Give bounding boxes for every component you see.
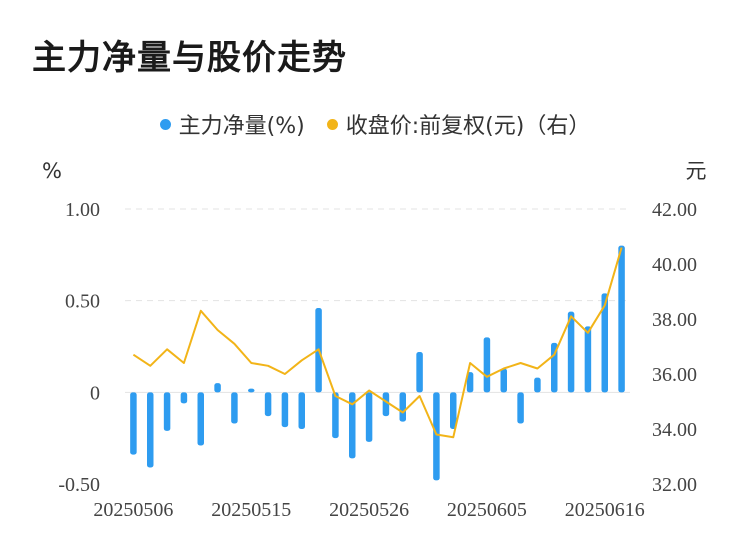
bar <box>517 392 524 424</box>
bar <box>214 383 221 393</box>
bar <box>483 337 491 393</box>
x-tick-label: 20250526 <box>329 499 409 521</box>
left-unit-label: % <box>42 159 62 183</box>
bar <box>500 368 507 393</box>
bar <box>298 392 305 429</box>
bar <box>433 392 440 481</box>
bar <box>332 392 339 439</box>
bar <box>584 326 592 393</box>
bar <box>618 245 625 393</box>
right-tick-label: 38.00 <box>652 309 697 331</box>
right-tick-label: 32.00 <box>652 474 697 496</box>
x-tick-label: 20250515 <box>211 499 291 521</box>
legend-marker-bar <box>159 118 171 130</box>
bar <box>163 392 171 431</box>
x-tick-label: 20250605 <box>447 499 527 521</box>
bar <box>349 392 356 459</box>
right-tick-label: 36.00 <box>652 364 697 386</box>
grid <box>125 208 630 393</box>
bar <box>416 352 423 393</box>
bar <box>365 392 373 442</box>
right-tick-label: 42.00 <box>652 199 697 221</box>
chart-title: 主力净量与股价走势 <box>32 38 347 78</box>
right-tick-label: 40.00 <box>652 254 697 276</box>
legend-label-bar: 主力净量(%) <box>178 114 305 139</box>
bar <box>180 392 188 404</box>
right-unit-label: 元 <box>686 159 707 183</box>
bar <box>264 392 272 417</box>
axes: 1.00 0.50 0 -0.50 42.00 40.00 38.00 36.00 34.00 3… <box>42 159 706 521</box>
legend-marker-line <box>326 118 338 130</box>
bar <box>281 392 289 428</box>
x-tick-label: 20250616 <box>565 499 645 521</box>
legend: 主力净量(%) 收盘价:前复权(元)（右） <box>0 108 750 140</box>
legend-item-line[interactable]: 收盘价:前复权(元)（右） <box>326 108 591 140</box>
left-tick-label: 1.00 <box>65 199 100 221</box>
left-tick-label: -0.50 <box>58 474 100 496</box>
bar <box>382 392 390 417</box>
x-tick-label: 20250506 <box>93 499 173 521</box>
bar <box>130 392 137 455</box>
bar <box>399 392 406 422</box>
bar <box>147 392 154 468</box>
line-series <box>132 247 623 439</box>
bar <box>567 311 575 393</box>
bar <box>534 377 541 393</box>
bar <box>248 388 255 393</box>
left-tick-label: 0.50 <box>65 291 100 313</box>
right-tick-label: 34.00 <box>652 419 697 441</box>
bar <box>231 392 238 424</box>
price-line <box>132 247 623 439</box>
legend-item-bar[interactable]: 主力净量(%) <box>159 108 305 140</box>
left-tick-label: 0 <box>90 382 100 404</box>
bar <box>466 372 474 393</box>
bar <box>197 392 204 446</box>
legend-label-line: 收盘价:前复权(元)（右） <box>345 114 591 139</box>
bar <box>601 293 608 393</box>
bar <box>450 392 457 429</box>
bar-series <box>130 245 625 481</box>
